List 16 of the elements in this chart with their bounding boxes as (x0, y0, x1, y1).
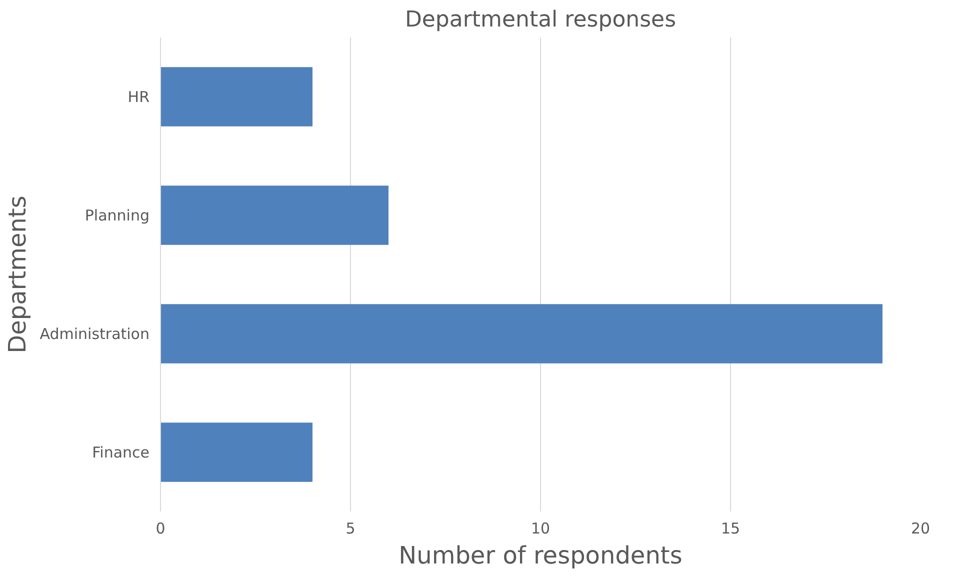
y-tick-label: Finance (92, 443, 150, 462)
bar (160, 67, 312, 126)
y-tick-label: Administration (40, 324, 150, 343)
x-axis-title: Number of respondents (398, 542, 682, 570)
bar (160, 422, 312, 482)
x-tick-label: 0 (156, 520, 166, 538)
y-tick-label: Planning (84, 206, 150, 224)
y-tick-label: HR (128, 88, 150, 106)
x-tick-label: 15 (720, 520, 740, 538)
chart-title: Departmental responses (404, 8, 676, 32)
x-tick-label: 20 (910, 520, 930, 538)
x-tick-label: 10 (530, 520, 550, 538)
y-axis-title: Departments (4, 196, 32, 354)
bar (160, 304, 882, 364)
x-tick-label: 5 (346, 520, 356, 538)
bar (160, 186, 388, 245)
